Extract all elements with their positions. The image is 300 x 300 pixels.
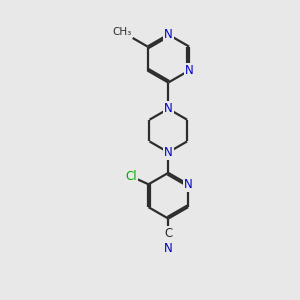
Text: N: N (184, 178, 193, 191)
Text: N: N (164, 28, 173, 41)
Text: Cl: Cl (125, 170, 137, 183)
Text: C: C (164, 227, 172, 240)
Text: N: N (164, 146, 173, 159)
Text: N: N (185, 64, 194, 77)
Text: CH₃: CH₃ (112, 27, 131, 37)
Text: N: N (164, 242, 173, 255)
Text: N: N (164, 102, 173, 115)
